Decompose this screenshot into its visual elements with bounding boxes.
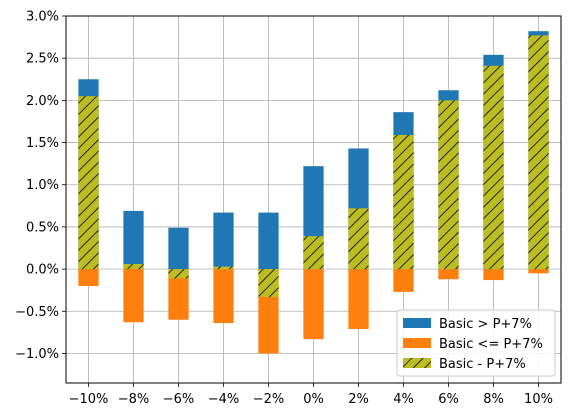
bar-above-threshold [258, 212, 279, 270]
bar-difference-hatch [528, 35, 549, 270]
legend-label: Basic <= P+7% [439, 337, 543, 352]
bars-layer [78, 31, 549, 354]
bar-below-threshold [438, 269, 459, 280]
bar-below-threshold [168, 269, 189, 320]
bar-below-threshold [123, 269, 144, 323]
bar-difference-hatch [438, 100, 459, 270]
x-tick-label: 4% [393, 392, 414, 407]
bar-below-threshold [393, 269, 414, 292]
legend-swatch-hatch [403, 358, 431, 368]
x-tick-label: −2% [253, 392, 285, 407]
legend-label: Basic > P+7% [439, 317, 532, 332]
legend-swatch [403, 318, 431, 328]
legend: Basic > P+7% Basic <= P+7% Basic - P+7% [396, 309, 556, 377]
x-tick-label: 10% [524, 392, 553, 407]
legend-label: Basic - P+7% [439, 357, 526, 372]
bar-below-threshold [213, 269, 234, 324]
bar-difference-hatch [483, 65, 504, 270]
bar-difference-hatch [348, 208, 369, 270]
legend-box [396, 309, 556, 377]
y-tick-label: 3.0% [26, 10, 59, 25]
x-tick-label: −4% [208, 392, 240, 407]
y-tick-label: −1.0% [15, 347, 59, 362]
bar-above-threshold [123, 210, 144, 270]
bar-difference-hatch [78, 96, 99, 270]
bar-below-threshold [303, 269, 324, 340]
axes-ticks: −1.0% −0.5% 0.0% 0.5% 1.0% 1.5% 2.0% 2.5% 3.0% −1… [15, 10, 553, 408]
bar-below-threshold [78, 269, 99, 286]
bar-difference-hatch [258, 269, 279, 297]
y-tick-label: 0.0% [26, 263, 59, 278]
y-tick-label: 1.5% [26, 136, 59, 151]
x-tick-label: 8% [483, 392, 504, 407]
bar-difference-hatch [393, 134, 414, 270]
bar-difference-hatch [168, 269, 189, 279]
y-tick-label: −0.5% [15, 305, 59, 320]
bar-above-threshold [168, 227, 189, 270]
bar-difference-hatch [123, 264, 144, 270]
x-tick-label: 6% [438, 392, 459, 407]
y-tick-label: 0.5% [26, 220, 59, 235]
bar-below-threshold [348, 269, 369, 330]
x-tick-label: −6% [163, 392, 195, 407]
y-tick-label: 1.0% [26, 178, 59, 193]
x-tick-label: −8% [118, 392, 150, 407]
bar-difference-hatch [303, 236, 324, 270]
y-tick-label: 2.5% [26, 52, 59, 67]
legend-swatch [403, 338, 431, 348]
y-tick-label: 2.0% [26, 94, 59, 109]
x-tick-label: 0% [303, 392, 324, 407]
bar-difference-hatch [213, 266, 234, 270]
bar-above-threshold [213, 212, 234, 270]
x-tick-label: −10% [69, 392, 109, 407]
bar-below-threshold [483, 269, 504, 281]
x-tick-label: 2% [348, 392, 369, 407]
bar-below-threshold [528, 269, 549, 274]
